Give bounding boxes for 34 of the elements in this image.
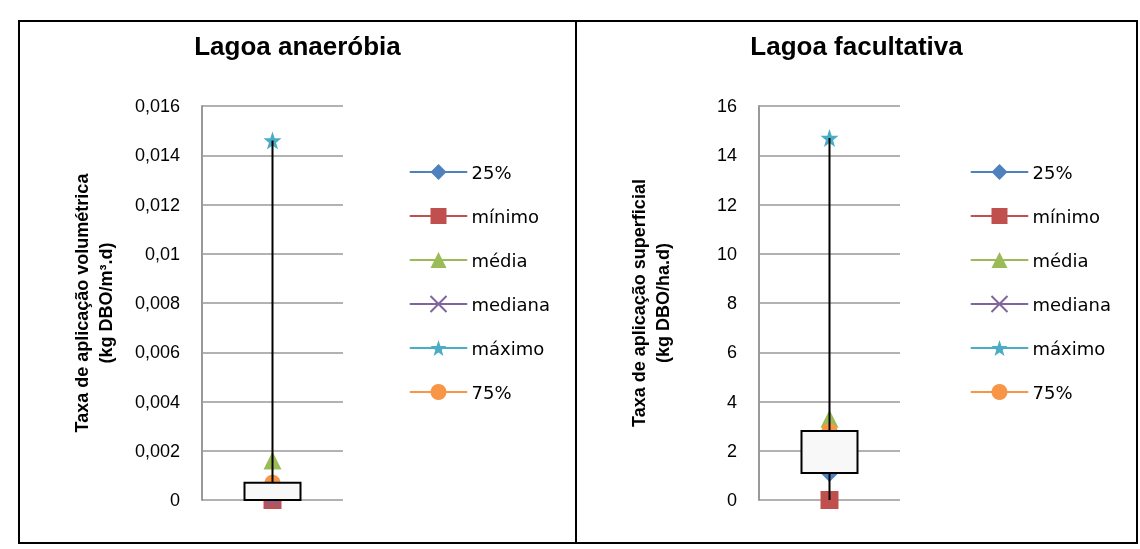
y-axis-title: Taxa de aplicação superficial (kg DBO/ha.d) bbox=[629, 179, 673, 427]
y-tick-label: 14 bbox=[716, 145, 737, 166]
legend-label: mínimo bbox=[471, 205, 539, 227]
y-tick-label: 0,014 bbox=[134, 145, 180, 166]
legend-label: mediana bbox=[1032, 293, 1112, 315]
y-tick-label: 0,016 bbox=[134, 96, 180, 116]
legend-label: 75% bbox=[1032, 381, 1073, 403]
y-tick-label: 0,01 bbox=[144, 243, 180, 264]
y-tick-label: 8 bbox=[726, 293, 737, 313]
legend-label: 75% bbox=[471, 381, 512, 403]
y-tick-label: 16 bbox=[716, 96, 737, 116]
y-tick-label: 0,008 bbox=[134, 293, 180, 313]
y-tick-label: 2 bbox=[726, 440, 737, 461]
y-tick-label: 12 bbox=[716, 194, 737, 215]
y-tick-label: 0 bbox=[169, 490, 180, 510]
y-tick-label: 0 bbox=[726, 490, 737, 510]
legend-label: mediana bbox=[471, 293, 551, 315]
y-tick-label: 0,012 bbox=[134, 194, 180, 215]
y-tick-label: 0,006 bbox=[134, 342, 180, 363]
legend-label: máximo bbox=[1032, 337, 1106, 359]
y-tick-label: 4 bbox=[726, 391, 737, 412]
legend-label: mínimo bbox=[1032, 205, 1100, 227]
y-tick-label: 6 bbox=[726, 342, 737, 363]
legend-label: média bbox=[471, 249, 528, 271]
legend-label: máximo bbox=[471, 337, 545, 359]
y-tick-label: 0,004 bbox=[134, 391, 180, 412]
legend-label: média bbox=[1032, 249, 1089, 271]
legend-label: 25% bbox=[1032, 161, 1073, 183]
chart-title: Lagoa anaeróbia bbox=[194, 31, 402, 61]
chart-title: Lagoa facultativa bbox=[750, 31, 964, 61]
legend-label: 25% bbox=[471, 161, 512, 183]
y-tick-label: 0,002 bbox=[134, 440, 180, 461]
y-tick-label: 10 bbox=[716, 243, 737, 264]
y-axis-title: Taxa de aplicação volumétrica (kg DBO/m³.d) bbox=[72, 172, 116, 433]
